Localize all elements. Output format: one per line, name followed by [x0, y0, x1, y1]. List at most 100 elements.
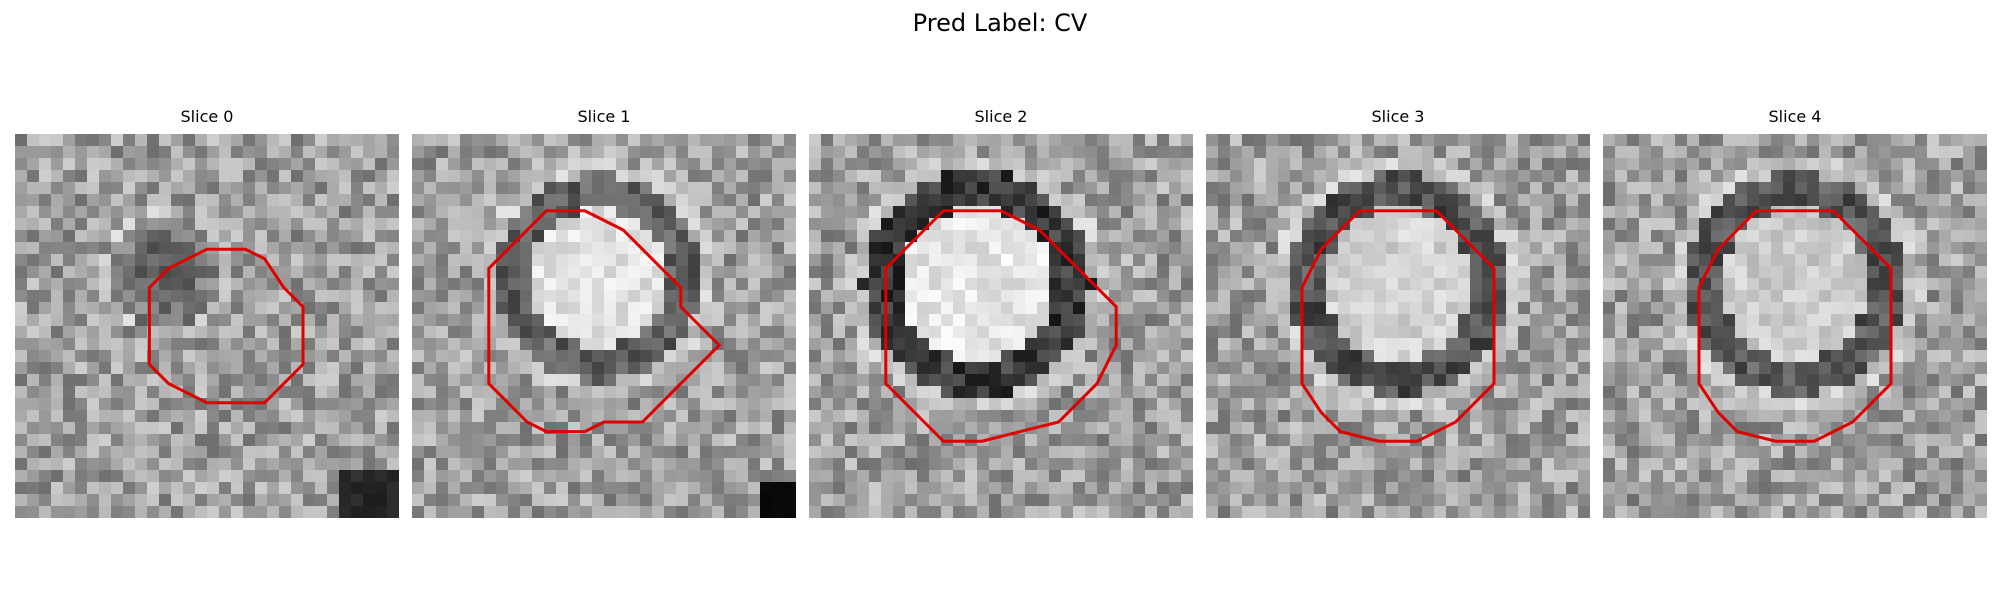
image-pixel — [1446, 230, 1459, 243]
image-pixel — [1434, 230, 1447, 243]
image-pixel — [833, 218, 846, 231]
image-pixel — [736, 506, 749, 518]
image-pixel — [339, 410, 352, 423]
image-pixel — [784, 494, 796, 507]
image-pixel — [604, 446, 617, 459]
image-pixel — [1049, 374, 1062, 387]
image-pixel — [905, 482, 918, 495]
image-pixel — [1278, 410, 1291, 423]
image-pixel — [977, 338, 990, 351]
image-pixel — [1422, 278, 1435, 291]
image-pixel — [869, 254, 882, 267]
image-pixel — [1025, 362, 1038, 375]
image-pixel — [183, 290, 196, 303]
image-pixel — [1169, 266, 1182, 279]
image-pixel — [628, 182, 641, 195]
image-pixel — [1049, 386, 1062, 399]
image-pixel — [1542, 410, 1555, 423]
image-pixel — [375, 398, 388, 411]
image-pixel — [556, 254, 569, 267]
image-pixel — [532, 386, 545, 399]
image-pixel — [1422, 194, 1435, 207]
image-pixel — [1290, 254, 1303, 267]
image-pixel — [327, 422, 340, 435]
image-pixel — [1651, 314, 1664, 327]
image-pixel — [1735, 290, 1748, 303]
image-pixel — [1025, 230, 1038, 243]
image-pixel — [1157, 218, 1170, 231]
image-pixel — [496, 230, 509, 243]
image-pixel — [544, 386, 557, 399]
image-pixel — [327, 290, 340, 303]
image-pixel — [1061, 266, 1074, 279]
image-pixel — [809, 170, 822, 183]
image-pixel — [652, 398, 665, 411]
image-pixel — [857, 194, 870, 207]
image-pixel — [1903, 386, 1916, 399]
image-pixel — [327, 242, 340, 255]
image-pixel — [652, 218, 665, 231]
image-pixel — [159, 146, 172, 159]
image-pixel — [99, 338, 112, 351]
image-pixel — [1338, 374, 1351, 387]
image-pixel — [1819, 278, 1832, 291]
image-pixel — [1639, 290, 1652, 303]
image-pixel — [496, 146, 509, 159]
image-pixel — [1615, 446, 1628, 459]
image-pixel — [1374, 290, 1387, 303]
image-pixel — [1639, 338, 1652, 351]
image-pixel — [1422, 422, 1435, 435]
image-pixel — [532, 290, 545, 303]
image-pixel — [1121, 338, 1134, 351]
image-pixel — [99, 386, 112, 399]
image-pixel — [1049, 182, 1062, 195]
image-pixel — [1843, 170, 1856, 183]
image-pixel — [724, 218, 737, 231]
image-pixel — [339, 194, 352, 207]
image-pixel — [63, 206, 76, 219]
image-pixel — [1338, 314, 1351, 327]
image-pixel — [87, 422, 100, 435]
image-pixel — [664, 170, 677, 183]
image-pixel — [1362, 338, 1375, 351]
image-pixel — [508, 158, 521, 171]
image-pixel — [1723, 218, 1736, 231]
image-pixel — [1013, 302, 1026, 315]
image-pixel — [1109, 230, 1122, 243]
image-pixel — [712, 230, 725, 243]
image-pixel — [1470, 302, 1483, 315]
image-pixel — [977, 494, 990, 507]
image-pixel — [1458, 170, 1471, 183]
image-pixel — [1506, 434, 1519, 447]
image-pixel — [219, 482, 232, 495]
image-pixel — [1362, 158, 1375, 171]
image-pixel — [1494, 338, 1507, 351]
image-pixel — [748, 170, 761, 183]
image-pixel — [1687, 410, 1700, 423]
image-pixel — [496, 470, 509, 483]
image-pixel — [1747, 374, 1760, 387]
image-pixel — [1049, 446, 1062, 459]
image-pixel — [27, 410, 40, 423]
image-pixel — [1915, 278, 1928, 291]
image-pixel — [231, 134, 244, 147]
image-pixel — [1566, 254, 1579, 267]
image-pixel — [1434, 170, 1447, 183]
image-pixel — [1326, 194, 1339, 207]
image-pixel — [1157, 410, 1170, 423]
image-pixel — [592, 278, 605, 291]
image-pixel — [929, 230, 942, 243]
image-pixel — [1157, 278, 1170, 291]
image-pixel — [1879, 302, 1892, 315]
image-pixel — [736, 374, 749, 387]
image-pixel — [1434, 362, 1447, 375]
image-pixel — [1350, 482, 1363, 495]
image-pixel — [1603, 434, 1616, 447]
image-pixel — [1266, 326, 1279, 339]
image-pixel — [1109, 182, 1122, 195]
image-pixel — [135, 386, 148, 399]
image-pixel — [1663, 350, 1676, 363]
image-pixel — [1013, 194, 1026, 207]
image-pixel — [941, 146, 954, 159]
image-pixel — [1975, 266, 1987, 279]
